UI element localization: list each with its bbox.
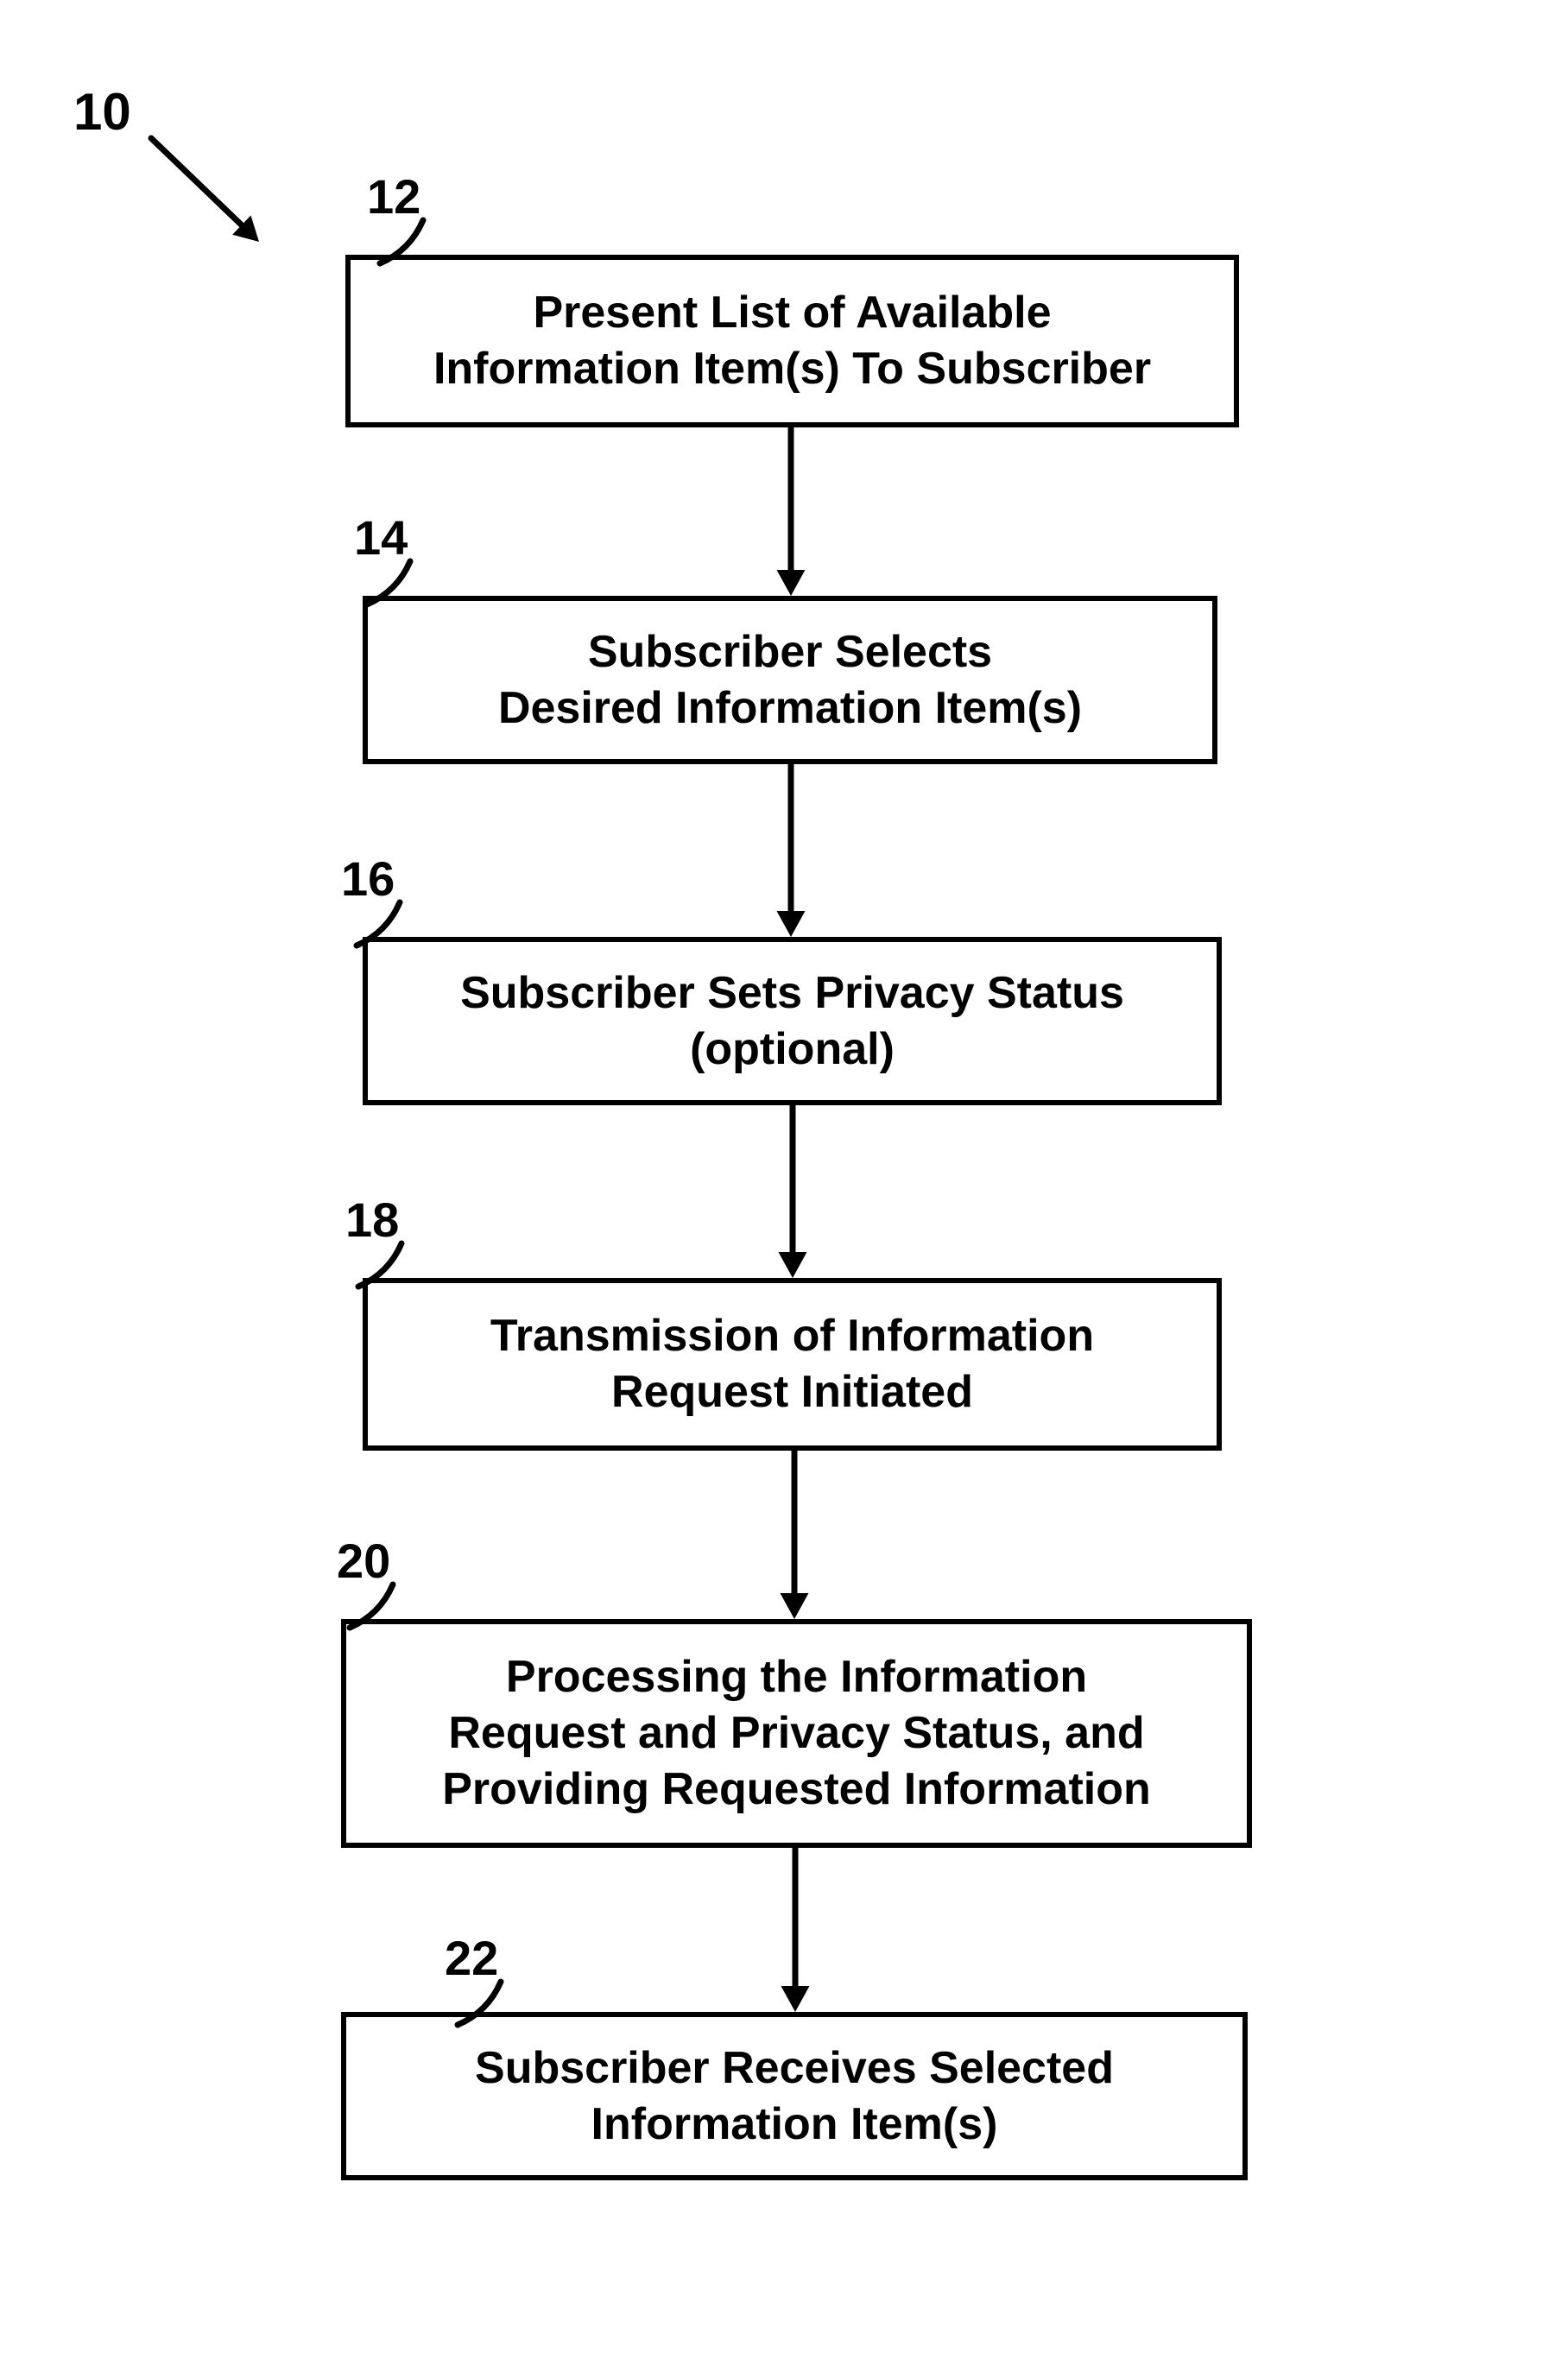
flow-node-n12: Present List of AvailableInformation Ite…	[345, 255, 1239, 427]
flow-node-hook-n12	[371, 212, 432, 272]
flow-node-hook-n22	[449, 1973, 509, 2034]
flow-node-text: Transmission of InformationRequest Initi…	[490, 1308, 1094, 1420]
flow-node-n22: Subscriber Receives SelectedInformation …	[341, 2012, 1248, 2180]
flow-node-hook-n18	[350, 1235, 410, 1295]
flow-node-text: Processing the InformationRequest and Pr…	[442, 1649, 1151, 1818]
flow-node-text: Subscriber SelectsDesired Information It…	[498, 624, 1082, 737]
flow-node-n14: Subscriber SelectsDesired Information It…	[363, 596, 1217, 764]
flow-node-n20: Processing the InformationRequest and Pr…	[341, 1619, 1252, 1848]
flow-node-hook-n20	[341, 1576, 401, 1636]
connector-n16-n18	[758, 1101, 827, 1282]
connector-n14-n16	[756, 760, 825, 941]
flow-node-hook-n16	[348, 894, 408, 954]
connector-n20-n22	[761, 1844, 830, 2016]
connector-n12-n14	[756, 423, 825, 600]
flow-node-text: Present List of AvailableInformation Ite…	[433, 285, 1151, 397]
flow-node-text: Subscriber Sets Privacy Status(optional)	[460, 965, 1124, 1078]
connector-n18-n20	[760, 1446, 829, 1623]
diagram-pointer-arrow	[117, 104, 294, 276]
flow-node-n18: Transmission of InformationRequest Initi…	[363, 1278, 1222, 1451]
flowchart-canvas: 10 Present List of AvailableInformation …	[0, 0, 1568, 2353]
flow-node-text: Subscriber Receives SelectedInformation …	[475, 2040, 1114, 2153]
flow-node-hook-n14	[358, 553, 419, 613]
flow-node-n16: Subscriber Sets Privacy Status(optional)	[363, 937, 1222, 1105]
